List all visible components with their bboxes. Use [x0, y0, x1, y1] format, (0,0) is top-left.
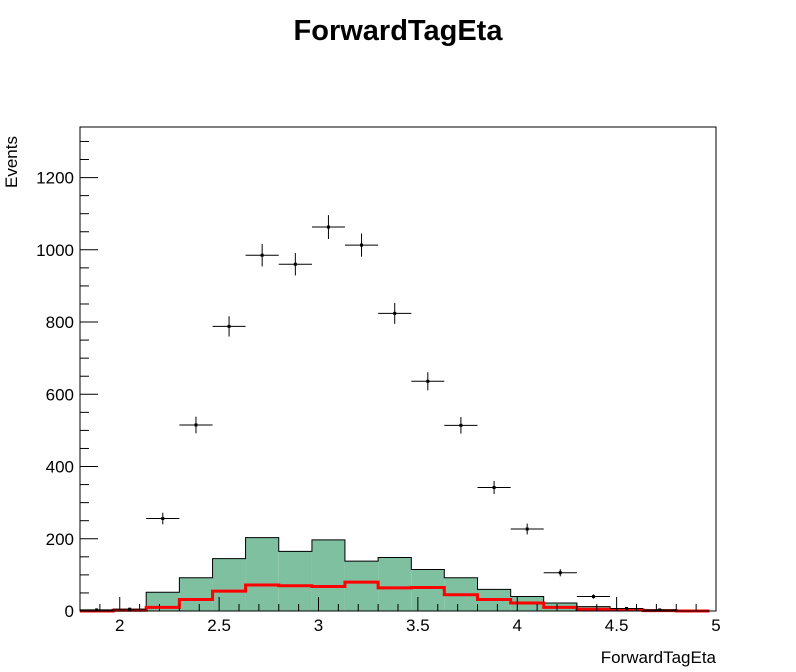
- data-point: [80, 608, 114, 612]
- data-point: [411, 372, 445, 391]
- data-point: [311, 215, 345, 239]
- data-point: [344, 233, 379, 257]
- chart-title: ForwardTagEta: [294, 15, 504, 47]
- point-marker: [161, 517, 165, 521]
- point-marker: [625, 606, 629, 610]
- y-tick-label: 1200: [36, 169, 74, 188]
- x-tick-label: 2: [115, 616, 124, 635]
- fill-bar: [278, 551, 312, 611]
- y-tick-label: 600: [46, 385, 74, 404]
- y-tick-label: 0: [65, 602, 74, 621]
- point-marker: [459, 423, 463, 427]
- x-tick-label: 4.5: [605, 616, 629, 635]
- data-point: [444, 417, 478, 434]
- y-axis-label: Events: [2, 136, 21, 188]
- data-point: [245, 244, 279, 267]
- data-point: [179, 416, 213, 434]
- fill-bar: [245, 537, 279, 611]
- point-marker: [95, 608, 99, 612]
- red-series-line: [80, 580, 710, 613]
- fill-bar: [212, 558, 246, 611]
- y-tick-label: 1000: [36, 241, 74, 260]
- axes-layer: 2 2.5 3 3.5 4 4.5 5 0 200 400 600 800 1000 1200: [36, 140, 721, 635]
- data-point: [643, 608, 677, 612]
- fill-bar: [411, 569, 445, 611]
- point-marker: [492, 485, 496, 489]
- point-marker: [658, 608, 662, 612]
- data-point: [212, 316, 246, 337]
- data-point: [113, 607, 147, 611]
- red-line-layer: [80, 580, 710, 613]
- x-tick-label: 3: [314, 616, 323, 635]
- fill-bar: [311, 539, 345, 611]
- data-point: [543, 569, 577, 577]
- point-marker: [393, 311, 397, 315]
- fill-bar: [179, 577, 213, 611]
- data-point: [477, 480, 511, 494]
- y-tick-label: 800: [46, 313, 74, 332]
- point-marker: [360, 243, 364, 247]
- point-marker: [227, 324, 231, 328]
- x-tick-label: 5: [711, 616, 720, 635]
- fill-bar: [378, 557, 412, 611]
- data-points-layer: [80, 215, 677, 612]
- data-point: [610, 606, 644, 610]
- x-tick-label: 3.5: [406, 616, 430, 635]
- point-marker: [558, 571, 562, 575]
- point-marker: [426, 379, 430, 383]
- fill-outline: [79, 537, 710, 612]
- x-tick-label: 4: [513, 616, 522, 635]
- data-point: [510, 523, 544, 535]
- y-tick-label: 400: [46, 458, 74, 477]
- data-point: [278, 253, 312, 276]
- point-marker: [260, 253, 264, 257]
- point-marker: [525, 527, 529, 531]
- x-tick-label: 2.5: [207, 616, 231, 635]
- point-marker: [293, 262, 297, 266]
- point-marker: [194, 423, 198, 427]
- data-point: [378, 302, 412, 324]
- data-point: [576, 594, 611, 599]
- fill-bar: [344, 561, 379, 611]
- data-point: [146, 512, 180, 525]
- point-marker: [326, 225, 330, 229]
- y-tick-label: 200: [46, 530, 74, 549]
- x-axis-label: ForwardTagEta: [601, 648, 717, 667]
- point-marker: [128, 607, 132, 611]
- point-marker: [591, 595, 595, 599]
